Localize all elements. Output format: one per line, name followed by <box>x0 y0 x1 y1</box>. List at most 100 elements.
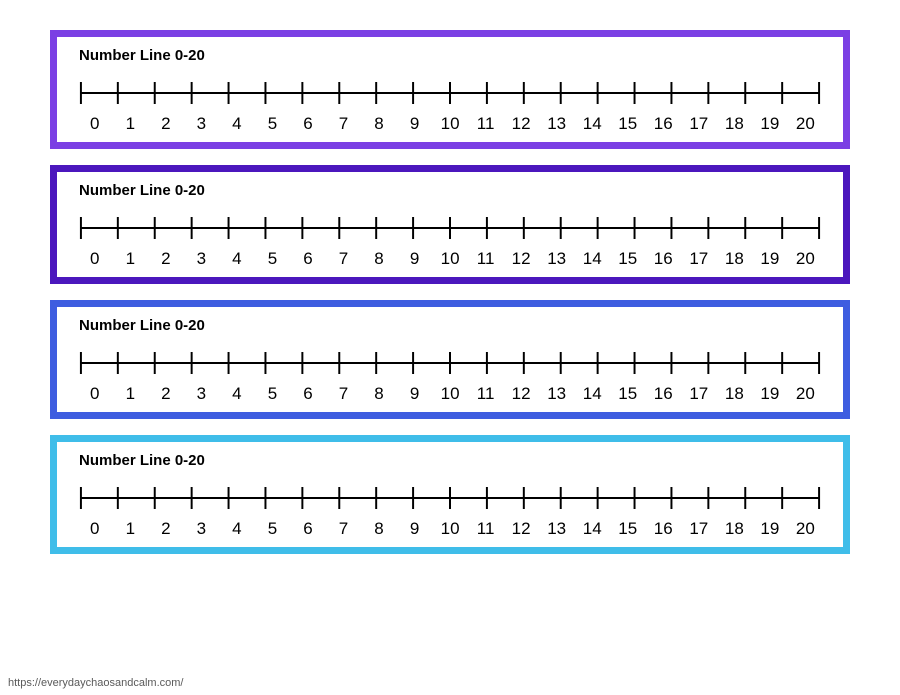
tick-label: 10 <box>432 384 468 404</box>
number-line-card: Number Line 0-20012345678910111213141516… <box>50 435 850 554</box>
tick-label: 19 <box>752 384 788 404</box>
tick-label: 9 <box>397 114 433 134</box>
number-line <box>75 479 825 517</box>
tick-label: 18 <box>717 519 753 539</box>
tick-label: 2 <box>148 384 184 404</box>
tick-label: 12 <box>503 519 539 539</box>
tick-label: 15 <box>610 384 646 404</box>
source-url: https://everydaychaosandcalm.com/ <box>8 677 183 689</box>
tick-label: 11 <box>468 519 504 539</box>
tick-label: 16 <box>646 249 682 269</box>
tick-label: 16 <box>646 114 682 134</box>
number-line <box>75 209 825 247</box>
labels-row: 01234567891011121314151617181920 <box>75 519 825 539</box>
tick-label: 13 <box>539 519 575 539</box>
tick-label: 0 <box>77 519 113 539</box>
tick-label: 8 <box>361 384 397 404</box>
tick-label: 14 <box>574 114 610 134</box>
tick-label: 6 <box>290 384 326 404</box>
tick-label: 10 <box>432 249 468 269</box>
tick-label: 0 <box>77 384 113 404</box>
tick-label: 20 <box>788 519 824 539</box>
tick-label: 2 <box>148 114 184 134</box>
tick-label: 13 <box>539 384 575 404</box>
tick-label: 9 <box>397 519 433 539</box>
number-line-card: Number Line 0-20012345678910111213141516… <box>50 300 850 419</box>
tick-label: 9 <box>397 249 433 269</box>
tick-label: 7 <box>326 249 362 269</box>
tick-label: 7 <box>326 519 362 539</box>
tick-label: 14 <box>574 249 610 269</box>
tick-label: 0 <box>77 249 113 269</box>
tick-label: 4 <box>219 249 255 269</box>
tick-label: 1 <box>113 519 149 539</box>
tick-label: 7 <box>326 114 362 134</box>
tick-label: 18 <box>717 249 753 269</box>
tick-label: 1 <box>113 249 149 269</box>
tick-label: 6 <box>290 114 326 134</box>
tick-label: 8 <box>361 249 397 269</box>
tick-label: 16 <box>646 384 682 404</box>
tick-label: 15 <box>610 519 646 539</box>
tick-label: 4 <box>219 384 255 404</box>
tick-label: 1 <box>113 384 149 404</box>
tick-label: 1 <box>113 114 149 134</box>
tick-label: 20 <box>788 384 824 404</box>
tick-label: 2 <box>148 519 184 539</box>
tick-label: 13 <box>539 114 575 134</box>
tick-label: 0 <box>77 114 113 134</box>
tick-label: 20 <box>788 114 824 134</box>
tick-label: 11 <box>468 384 504 404</box>
tick-label: 5 <box>255 384 291 404</box>
tick-label: 2 <box>148 249 184 269</box>
tick-label: 12 <box>503 384 539 404</box>
labels-row: 01234567891011121314151617181920 <box>75 114 825 134</box>
tick-label: 11 <box>468 114 504 134</box>
tick-label: 17 <box>681 249 717 269</box>
tick-label: 3 <box>184 519 220 539</box>
labels-row: 01234567891011121314151617181920 <box>75 249 825 269</box>
tick-label: 10 <box>432 519 468 539</box>
tick-label: 4 <box>219 114 255 134</box>
tick-label: 3 <box>184 114 220 134</box>
tick-label: 15 <box>610 114 646 134</box>
card-title: Number Line 0-20 <box>79 452 825 469</box>
tick-label: 3 <box>184 384 220 404</box>
tick-label: 12 <box>503 249 539 269</box>
tick-label: 10 <box>432 114 468 134</box>
tick-label: 7 <box>326 384 362 404</box>
card-title: Number Line 0-20 <box>79 317 825 334</box>
tick-label: 9 <box>397 384 433 404</box>
tick-label: 19 <box>752 249 788 269</box>
tick-label: 14 <box>574 384 610 404</box>
tick-label: 6 <box>290 249 326 269</box>
tick-label: 17 <box>681 114 717 134</box>
number-line-card: Number Line 0-20012345678910111213141516… <box>50 165 850 284</box>
tick-label: 5 <box>255 249 291 269</box>
tick-label: 15 <box>610 249 646 269</box>
tick-label: 16 <box>646 519 682 539</box>
tick-label: 3 <box>184 249 220 269</box>
tick-label: 5 <box>255 519 291 539</box>
tick-label: 8 <box>361 519 397 539</box>
number-line <box>75 344 825 382</box>
number-line <box>75 74 825 112</box>
tick-label: 18 <box>717 384 753 404</box>
tick-label: 14 <box>574 519 610 539</box>
tick-label: 17 <box>681 519 717 539</box>
tick-label: 19 <box>752 519 788 539</box>
tick-label: 11 <box>468 249 504 269</box>
tick-label: 6 <box>290 519 326 539</box>
tick-label: 13 <box>539 249 575 269</box>
tick-label: 8 <box>361 114 397 134</box>
card-title: Number Line 0-20 <box>79 47 825 64</box>
tick-label: 17 <box>681 384 717 404</box>
labels-row: 01234567891011121314151617181920 <box>75 384 825 404</box>
tick-label: 19 <box>752 114 788 134</box>
tick-label: 4 <box>219 519 255 539</box>
tick-label: 5 <box>255 114 291 134</box>
tick-label: 18 <box>717 114 753 134</box>
tick-label: 12 <box>503 114 539 134</box>
number-line-card: Number Line 0-20012345678910111213141516… <box>50 30 850 149</box>
card-title: Number Line 0-20 <box>79 182 825 199</box>
